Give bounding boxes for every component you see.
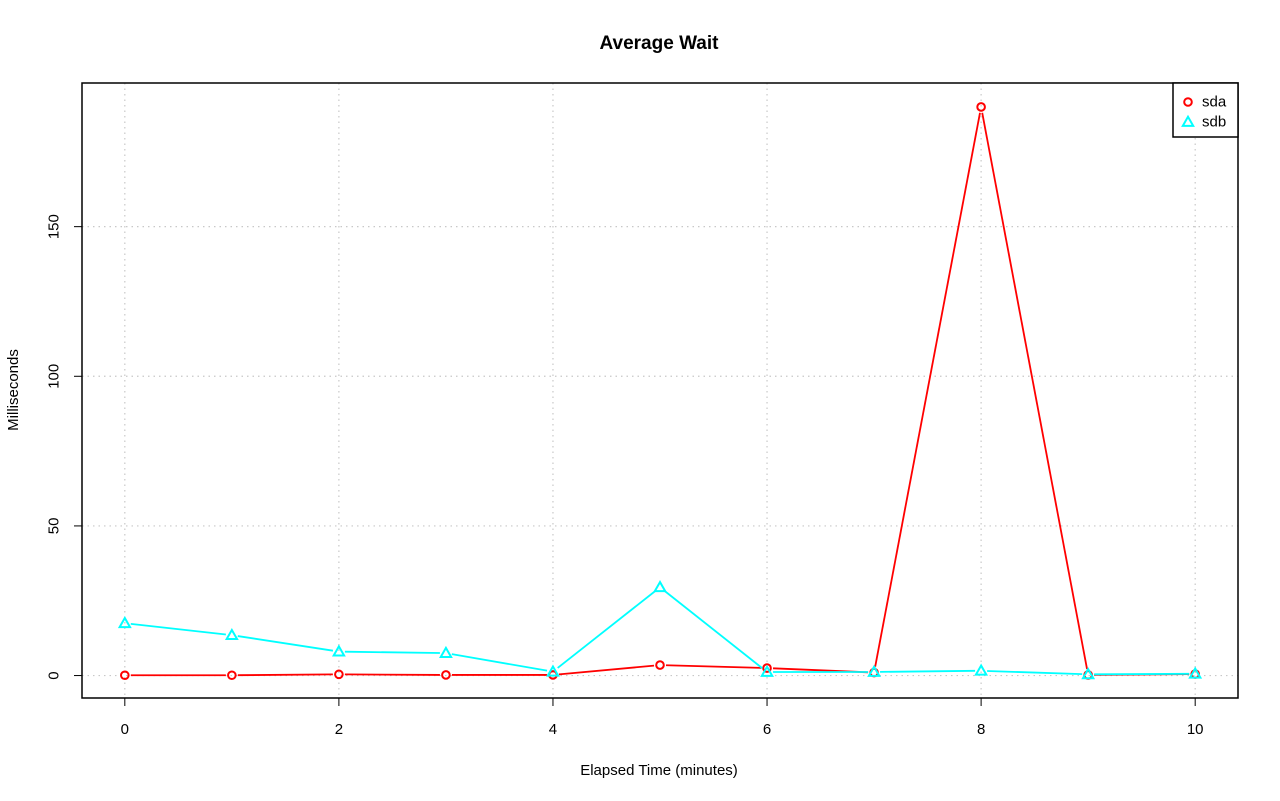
data-point <box>117 615 132 629</box>
chart-title: Average Wait <box>600 33 720 54</box>
grid <box>82 83 1238 698</box>
data-point <box>224 627 239 641</box>
data-point <box>439 645 453 659</box>
data-point <box>655 660 665 670</box>
x-tick-label: 0 <box>121 721 129 738</box>
series-layer <box>117 102 1203 681</box>
legend-label-sdb: sdb <box>1202 114 1226 131</box>
legend-box <box>1172 82 1239 138</box>
data-point <box>1188 666 1203 679</box>
y-tick-label: 100 <box>46 364 63 389</box>
data-point <box>227 670 237 681</box>
series-line-segment <box>874 112 981 667</box>
legend-label-sda: sda <box>1202 94 1227 111</box>
plot-frame <box>81 82 1239 699</box>
x-tick-label: 6 <box>763 721 771 738</box>
legend: sda sdb <box>1172 82 1239 138</box>
y-tick-label: 150 <box>46 214 63 239</box>
data-point <box>976 102 986 112</box>
data-point <box>1081 667 1096 680</box>
series-line-segment <box>664 590 763 669</box>
series-line-segment <box>987 670 1083 676</box>
data-point <box>653 580 667 593</box>
data-point <box>867 664 881 677</box>
series-line-segment <box>880 669 976 673</box>
series-line-segment <box>130 622 226 636</box>
x-tick-label: 4 <box>549 721 557 738</box>
series-sda <box>120 102 1200 681</box>
x-tick-label: 2 <box>335 721 343 738</box>
y-tick-label: 50 <box>46 518 63 535</box>
data-point <box>331 644 346 657</box>
data-point <box>974 663 989 676</box>
series-line-segment <box>557 590 656 669</box>
y-tick-label: 0 <box>46 671 63 679</box>
x-axis-label: Elapsed Time (minutes) <box>580 762 738 779</box>
series-line-segment <box>665 664 762 669</box>
data-point <box>441 670 451 680</box>
series-line-segment <box>237 635 334 652</box>
data-point <box>334 669 344 680</box>
series-line-segment <box>981 112 1088 670</box>
legend-marker-sdb <box>1181 114 1195 127</box>
data-point <box>546 664 560 677</box>
series-line-segment <box>237 673 333 677</box>
data-point <box>760 664 774 677</box>
series-line-segment <box>344 673 440 676</box>
series-line-segment <box>344 650 440 654</box>
data-point <box>762 663 772 673</box>
y-axis-label: Milliseconds <box>5 349 22 431</box>
x-tick-label: 10 <box>1187 721 1204 738</box>
x-tick-label: 8 <box>977 721 985 738</box>
series-line-segment <box>558 664 655 676</box>
legend-marker-sda <box>1183 97 1193 107</box>
series-sdb <box>117 580 1203 680</box>
series-line-segment <box>1094 672 1190 676</box>
series-line-segment <box>451 653 548 672</box>
data-point <box>120 670 130 681</box>
